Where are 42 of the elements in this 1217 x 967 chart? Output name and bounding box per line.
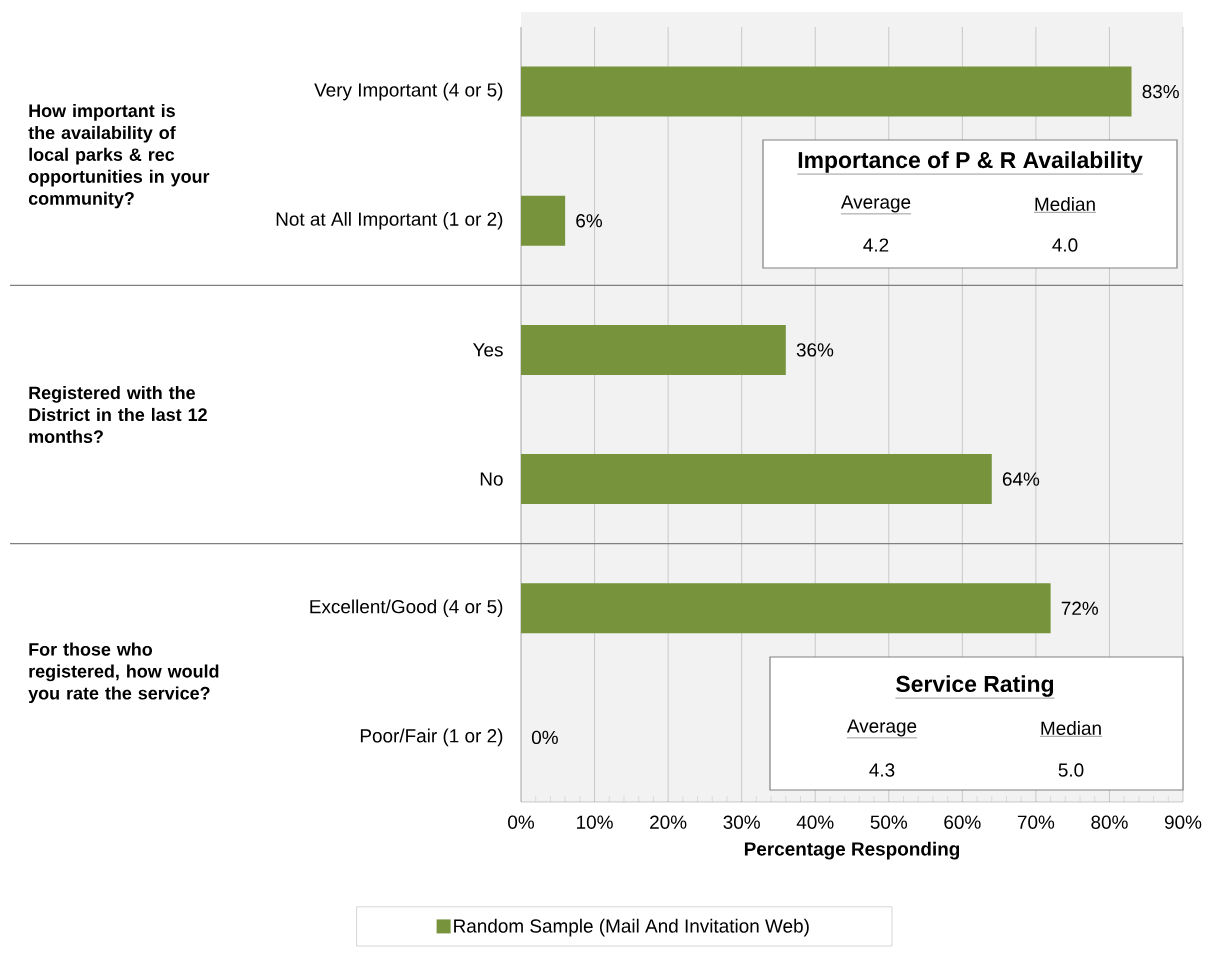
text: Registered with the District in the last 12 months?	[29, 385, 207, 443]
text: For those who registered, how would you rate the service?	[28, 642, 219, 704]
x-tick-label: 60%	[944, 815, 981, 829]
y-tick-label: Not at All Important (1 or 2)	[276, 211, 503, 230]
bar	[521, 583, 1051, 634]
legend-label: Random Sample (Mail And Invitation Web)	[454, 918, 809, 937]
y-tick-label: Yes	[473, 343, 503, 357]
x-axis-title: Percentage Responding	[744, 841, 960, 860]
x-tick-label: 50%	[870, 815, 908, 829]
bar	[521, 66, 1132, 117]
y-tick-label: Excellent/Good (4 or 5)	[310, 599, 503, 618]
x-tick-label: 40%	[796, 815, 834, 829]
annotation: 5.0	[1058, 763, 1084, 777]
y-tick-label: Poor/Fair (1 or 2)	[360, 728, 503, 747]
annotation: Median	[1041, 721, 1101, 735]
annotation: 4.0	[1052, 238, 1078, 252]
data-label: 83%	[1142, 84, 1179, 99]
annotation: 4.3	[869, 763, 895, 777]
annotation: Average	[840, 195, 911, 213]
annotation: Importance of P & R Availability	[798, 151, 1143, 173]
annotation: Average	[846, 719, 917, 737]
annotation: Service Rating	[896, 675, 1054, 697]
x-tick-label: 0%	[508, 815, 535, 829]
data-label: 6%	[576, 214, 603, 228]
data-label: 36%	[796, 343, 834, 357]
annotation: Median	[1035, 197, 1095, 211]
x-tick-label: 90%	[1164, 815, 1202, 829]
data-label: 0%	[531, 730, 558, 745]
annotation: 4.2	[863, 238, 889, 252]
bar	[521, 454, 992, 505]
x-tick-label: 30%	[723, 815, 760, 829]
data-label: 64%	[1002, 472, 1040, 486]
x-tick-label: 20%	[650, 815, 687, 829]
y-tick-label: Very Important (4 or 5)	[314, 82, 503, 101]
data-label: 72%	[1061, 601, 1099, 615]
x-tick-label: 80%	[1091, 815, 1128, 829]
x-tick-label: 70%	[1017, 815, 1055, 829]
y-tick-label: No	[480, 472, 503, 486]
bar	[521, 195, 566, 246]
x-tick-label: 10%	[577, 815, 613, 829]
text: How important is the availability of local parks & rec opportunities in your community?	[28, 103, 210, 209]
bar	[521, 324, 786, 375]
